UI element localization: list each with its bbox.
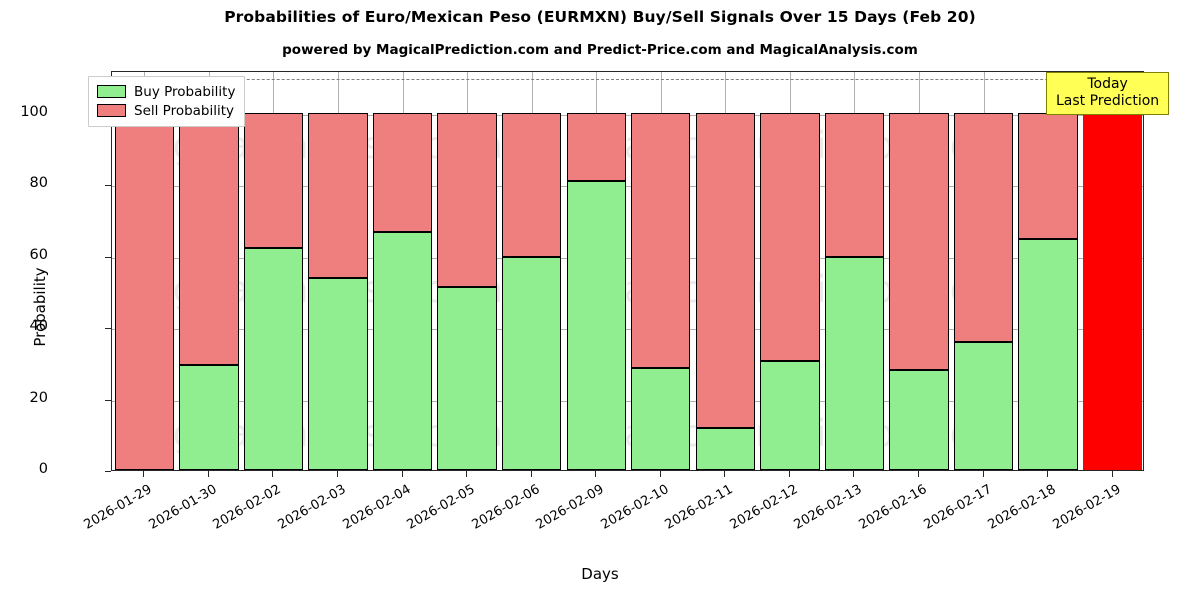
x-tick-mark xyxy=(143,471,145,477)
x-tick-mark xyxy=(724,471,726,477)
bar-2026-02-16[interactable] xyxy=(889,72,949,470)
x-tick-mark xyxy=(1111,471,1113,477)
bar-segment-sell[interactable] xyxy=(1018,112,1078,240)
bar-segment-buy[interactable] xyxy=(243,247,304,470)
y-tick-mark xyxy=(105,185,111,187)
bar-segment-sell[interactable] xyxy=(824,112,885,258)
bar-segment-buy[interactable] xyxy=(953,341,1014,470)
y-tick-label: 100 xyxy=(20,103,48,120)
bar-segment-sell[interactable] xyxy=(308,112,368,279)
bar-2026-02-06[interactable] xyxy=(501,72,562,470)
bar-segment-sell[interactable] xyxy=(437,112,497,288)
bar-segment-buy[interactable] xyxy=(501,256,562,470)
bar-segment-sell[interactable] xyxy=(953,112,1014,342)
chart-legend: Buy Probability Sell Probability xyxy=(88,76,246,127)
gridline-horizontal xyxy=(112,400,1143,402)
bar-segment-buy[interactable] xyxy=(437,287,497,470)
x-tick-mark xyxy=(336,471,338,477)
x-axis-label: Days xyxy=(581,565,619,583)
gridline-horizontal xyxy=(112,329,1143,331)
bar-2026-02-05[interactable] xyxy=(437,72,497,470)
bar-segment-buy[interactable] xyxy=(824,257,885,470)
bar-2026-02-02[interactable] xyxy=(243,72,304,470)
threshold-dashed-line xyxy=(112,79,1143,81)
bar-segment-sell[interactable] xyxy=(760,112,820,362)
y-tick-label: 20 xyxy=(29,389,48,406)
x-tick-mark xyxy=(466,471,468,477)
bar-segment-buy[interactable] xyxy=(889,370,949,470)
x-tick-mark xyxy=(207,471,209,477)
chart-title: Probabilities of Euro/Mexican Peso (EURM… xyxy=(224,8,976,26)
x-tick-mark xyxy=(659,471,661,477)
bar-2026-02-18[interactable] xyxy=(1018,72,1078,470)
bar-2026-02-09[interactable] xyxy=(566,72,626,470)
bar-segment-sell[interactable] xyxy=(566,112,626,181)
gridline-horizontal xyxy=(112,114,1143,116)
bar-segment-sell[interactable] xyxy=(179,112,239,365)
legend-item-sell: Sell Probability xyxy=(97,101,235,120)
bar-2026-02-17[interactable] xyxy=(953,72,1014,470)
bar-segment-sell[interactable] xyxy=(889,112,949,371)
y-tick-label: 0 xyxy=(38,461,48,477)
bar-segment-sell[interactable] xyxy=(501,112,562,257)
gridline-horizontal xyxy=(112,186,1143,188)
bar-segment-sell[interactable] xyxy=(114,112,174,470)
bar-segment-buy[interactable] xyxy=(760,361,820,470)
x-tick-mark xyxy=(272,471,274,477)
bar-segment-buy[interactable] xyxy=(631,368,691,470)
bar-2026-02-03[interactable] xyxy=(308,72,368,470)
gridline-horizontal xyxy=(112,257,1143,259)
bar-segment-sell[interactable] xyxy=(372,112,433,232)
today-annotation-line2: Last Prediction xyxy=(1056,93,1160,109)
y-tick-mark xyxy=(105,256,111,258)
legend-label-sell: Sell Probability xyxy=(134,102,235,119)
bar-segment-buy[interactable] xyxy=(308,278,368,470)
bar-segment-sell[interactable] xyxy=(1083,112,1143,470)
x-tick-mark xyxy=(982,471,984,477)
today-annotation-line1: Today xyxy=(1087,76,1128,92)
x-tick-mark xyxy=(1047,471,1049,477)
bar-segment-buy[interactable] xyxy=(1018,239,1078,470)
y-tick-mark xyxy=(105,471,111,472)
bar-2026-02-13[interactable] xyxy=(824,72,885,470)
bar-segment-buy[interactable] xyxy=(179,365,239,470)
bar-segment-sell[interactable] xyxy=(243,112,304,248)
y-tick-label: 40 xyxy=(29,318,48,335)
bar-2026-02-19[interactable] xyxy=(1083,72,1143,470)
legend-label-buy: Buy Probability xyxy=(134,83,236,100)
bar-segment-sell[interactable] xyxy=(695,112,756,428)
y-tick-mark xyxy=(105,328,111,330)
bar-2026-02-11[interactable] xyxy=(695,72,756,470)
legend-swatch-sell-icon xyxy=(97,104,126,117)
bar-segment-buy[interactable] xyxy=(695,427,756,470)
bar-2026-01-29[interactable] xyxy=(114,72,174,470)
y-tick-label: 60 xyxy=(29,246,48,263)
y-tick-mark xyxy=(105,399,111,401)
today-annotation: Today Last Prediction xyxy=(1046,72,1170,115)
x-tick-mark xyxy=(401,471,403,477)
bar-segment-buy[interactable] xyxy=(566,180,626,470)
plot-area: MagicalAnalysis.comMagicalPrediction.com… xyxy=(111,71,1144,471)
y-tick-label: 80 xyxy=(29,175,48,192)
legend-swatch-buy-icon xyxy=(97,85,126,98)
x-tick-mark xyxy=(918,471,920,477)
x-tick-mark xyxy=(530,471,532,477)
x-tick-mark xyxy=(788,471,790,477)
chart-subtitle: powered by MagicalPrediction.com and Pre… xyxy=(282,42,918,58)
bar-segment-buy[interactable] xyxy=(372,231,433,470)
bar-2026-02-10[interactable] xyxy=(631,72,691,470)
x-tick-mark xyxy=(853,471,855,477)
x-tick-mark xyxy=(595,471,597,477)
bar-segment-sell[interactable] xyxy=(631,112,691,369)
legend-item-buy: Buy Probability xyxy=(97,82,235,101)
bar-2026-01-30[interactable] xyxy=(179,72,239,470)
bar-2026-02-04[interactable] xyxy=(372,72,433,470)
bar-2026-02-12[interactable] xyxy=(760,72,820,470)
